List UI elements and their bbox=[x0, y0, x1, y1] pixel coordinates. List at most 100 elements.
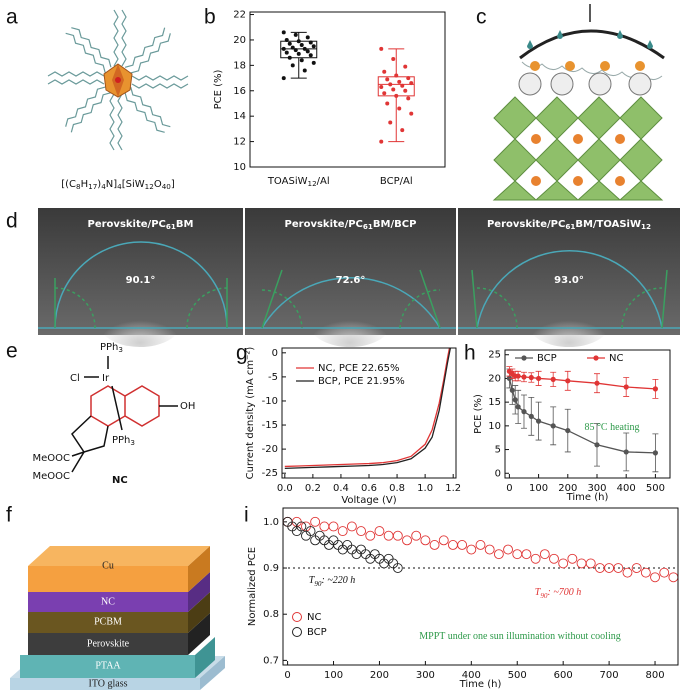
data-point bbox=[420, 535, 431, 546]
data-point bbox=[379, 46, 384, 51]
x-tick-label: 1.2 bbox=[445, 483, 461, 494]
marker bbox=[550, 376, 556, 382]
marker bbox=[565, 427, 571, 434]
data-point bbox=[567, 553, 578, 564]
data-point bbox=[311, 60, 316, 65]
data-point bbox=[385, 101, 390, 106]
data-point bbox=[305, 526, 316, 537]
data-point bbox=[631, 563, 642, 573]
y-tick-label: 14 bbox=[233, 111, 246, 122]
legend-label: BCP, PCE 21.95% bbox=[318, 376, 405, 387]
structure-nc bbox=[71, 356, 178, 473]
data-point bbox=[650, 572, 660, 583]
data-point bbox=[622, 567, 633, 578]
data-point bbox=[319, 521, 330, 532]
ligand-label: PPh3 bbox=[112, 435, 135, 447]
x-axis-label: Voltage (V) bbox=[341, 495, 396, 506]
marker bbox=[528, 374, 534, 381]
y-tick-label: 20 bbox=[488, 373, 501, 384]
marker bbox=[594, 380, 600, 386]
molecule-a bbox=[47, 9, 189, 151]
y-tick-label: -25 bbox=[262, 468, 278, 479]
layer-label: ITO glass bbox=[89, 678, 128, 689]
data-point bbox=[388, 120, 393, 125]
x-tick-label: 0.4 bbox=[333, 483, 349, 494]
y-axis-label: Current density (mA cm⁻²) bbox=[245, 347, 256, 480]
y-tick-label: 1.0 bbox=[263, 517, 279, 528]
x-tick-label: 200 bbox=[370, 670, 389, 681]
image-title: Perovskite/PC61BM/BCP bbox=[285, 219, 417, 231]
data-point bbox=[346, 521, 357, 532]
x-tick-label: 600 bbox=[554, 670, 573, 681]
x-axis-label: Time (h) bbox=[566, 492, 609, 503]
panel-label: d bbox=[6, 210, 18, 233]
x-tick-label: 0 bbox=[284, 670, 290, 681]
data-point bbox=[388, 82, 393, 87]
data-point bbox=[391, 87, 396, 92]
data-point bbox=[299, 58, 304, 63]
ligand-label: PPh3 bbox=[100, 342, 123, 354]
halide-label: Cl bbox=[70, 373, 80, 384]
marker bbox=[623, 449, 629, 455]
x-tick-label: 200 bbox=[558, 483, 577, 494]
marker bbox=[521, 374, 527, 380]
ester-label: MeOOC bbox=[32, 453, 70, 464]
data-point bbox=[302, 46, 307, 51]
data-point bbox=[457, 539, 468, 550]
data-point bbox=[356, 526, 367, 537]
series-line bbox=[284, 348, 452, 470]
panel-label: h bbox=[464, 342, 476, 365]
interface-diagram bbox=[492, 4, 665, 201]
data-point bbox=[400, 83, 405, 88]
legend-label: BCP bbox=[537, 353, 557, 364]
data-point bbox=[394, 93, 399, 98]
annotation: T90: ~220 h bbox=[309, 575, 356, 587]
x-tick-label: 0 bbox=[506, 483, 512, 494]
data-point bbox=[296, 51, 301, 56]
data-point bbox=[411, 530, 422, 541]
y-tick-label: 0.8 bbox=[263, 609, 279, 620]
data-point bbox=[392, 530, 403, 541]
data-point bbox=[558, 558, 569, 569]
annotation: MPPT under one sun illumination without … bbox=[419, 631, 620, 642]
plot-frame bbox=[249, 11, 446, 168]
y-tick-label: -20 bbox=[262, 444, 278, 455]
x-tick-label: 0.2 bbox=[305, 483, 321, 494]
data-point bbox=[385, 77, 390, 82]
x-tick-label: BCP/Al bbox=[380, 176, 413, 187]
y-tick-label: 12 bbox=[233, 137, 246, 148]
data-point bbox=[406, 96, 411, 101]
data-point bbox=[284, 37, 289, 42]
data-point bbox=[379, 139, 384, 144]
x-axis-label: Time (h) bbox=[459, 679, 502, 690]
y-tick-label: 0 bbox=[272, 348, 278, 359]
x-tick-label: 100 bbox=[324, 670, 343, 681]
data-point bbox=[521, 549, 532, 560]
data-point bbox=[305, 49, 310, 54]
data-point bbox=[549, 553, 559, 564]
marker bbox=[623, 384, 629, 390]
y-tick-label: 25 bbox=[488, 350, 501, 361]
data-point bbox=[305, 35, 310, 40]
data-point bbox=[281, 46, 286, 51]
panel-label: g bbox=[236, 342, 248, 365]
data-point bbox=[493, 549, 504, 560]
data-point bbox=[308, 53, 313, 58]
marker bbox=[535, 418, 542, 424]
data-point bbox=[659, 567, 670, 578]
legend-marker bbox=[292, 627, 302, 637]
panel-label: b bbox=[204, 6, 216, 29]
data-point bbox=[382, 91, 387, 96]
device-stack bbox=[10, 546, 225, 690]
layer-label: PTAA bbox=[95, 660, 121, 671]
data-point bbox=[290, 45, 295, 50]
data-point bbox=[290, 63, 295, 68]
marker bbox=[515, 404, 521, 410]
data-point bbox=[403, 64, 408, 69]
series-line bbox=[284, 348, 451, 468]
data-point bbox=[302, 68, 307, 73]
data-point bbox=[640, 567, 651, 578]
data-point bbox=[296, 39, 301, 44]
data-point bbox=[293, 48, 298, 53]
data-point bbox=[365, 530, 376, 541]
